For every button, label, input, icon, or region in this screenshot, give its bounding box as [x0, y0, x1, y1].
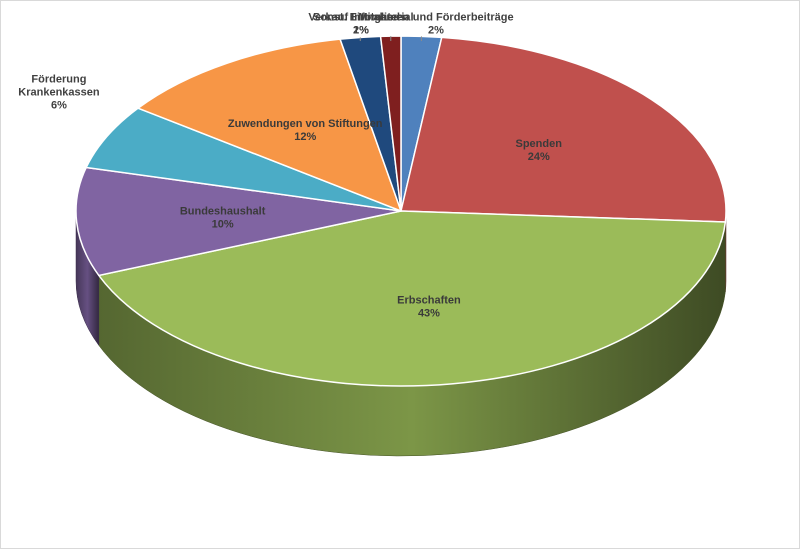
slice-name-spenden: Spenden [516, 138, 563, 150]
slice-name-foerderung-krankenkassen: Förderung [31, 73, 86, 85]
slice-zuwendungen-von-stiftungen [137, 38, 402, 212]
slice-sonst-einnahmen [379, 35, 402, 212]
slice-percent-zuwendungen-von-stiftungen: 12% [294, 131, 316, 143]
slice-erbschaften [98, 210, 727, 387]
slice-percent-verkauf-infomaterial: 2% [353, 25, 369, 37]
slice-name-verkauf-infomaterial: Verkauf Infomaterial [308, 12, 413, 24]
slice-foerderung-krankenkassen [85, 107, 402, 212]
slice-name-erbschaften: Erbschaften [397, 295, 461, 307]
slice-name-sonst-einnahmen: Sonst. Einnahmen [313, 12, 409, 24]
slice-percent-erbschaften: 43% [418, 308, 440, 320]
slice-percent-spenden: 24% [528, 151, 550, 163]
slice-bundeshaushalt [75, 166, 402, 277]
slice-percent-mitglieds-und-foerderbeitraege: 2% [428, 25, 444, 37]
slice-name-mitglieds-und-foerderbeitraege: Mitglieds- und Förderbeiträge [358, 12, 513, 24]
slice-name-zuwendungen-von-stiftungen: Zuwendungen von Stiftungen [228, 118, 383, 130]
slice-percent-sonst-einnahmen: 1% [353, 25, 369, 37]
slice-spenden [400, 36, 727, 223]
slice-percent-bundeshaushalt: 10% [212, 219, 234, 231]
slice-percent-foerderung-krankenkassen: 6% [51, 99, 67, 111]
slice-name-foerderung-krankenkassen: Krankenkassen [18, 86, 100, 98]
slice-name-bundeshaushalt: Bundeshaushalt [180, 206, 266, 218]
